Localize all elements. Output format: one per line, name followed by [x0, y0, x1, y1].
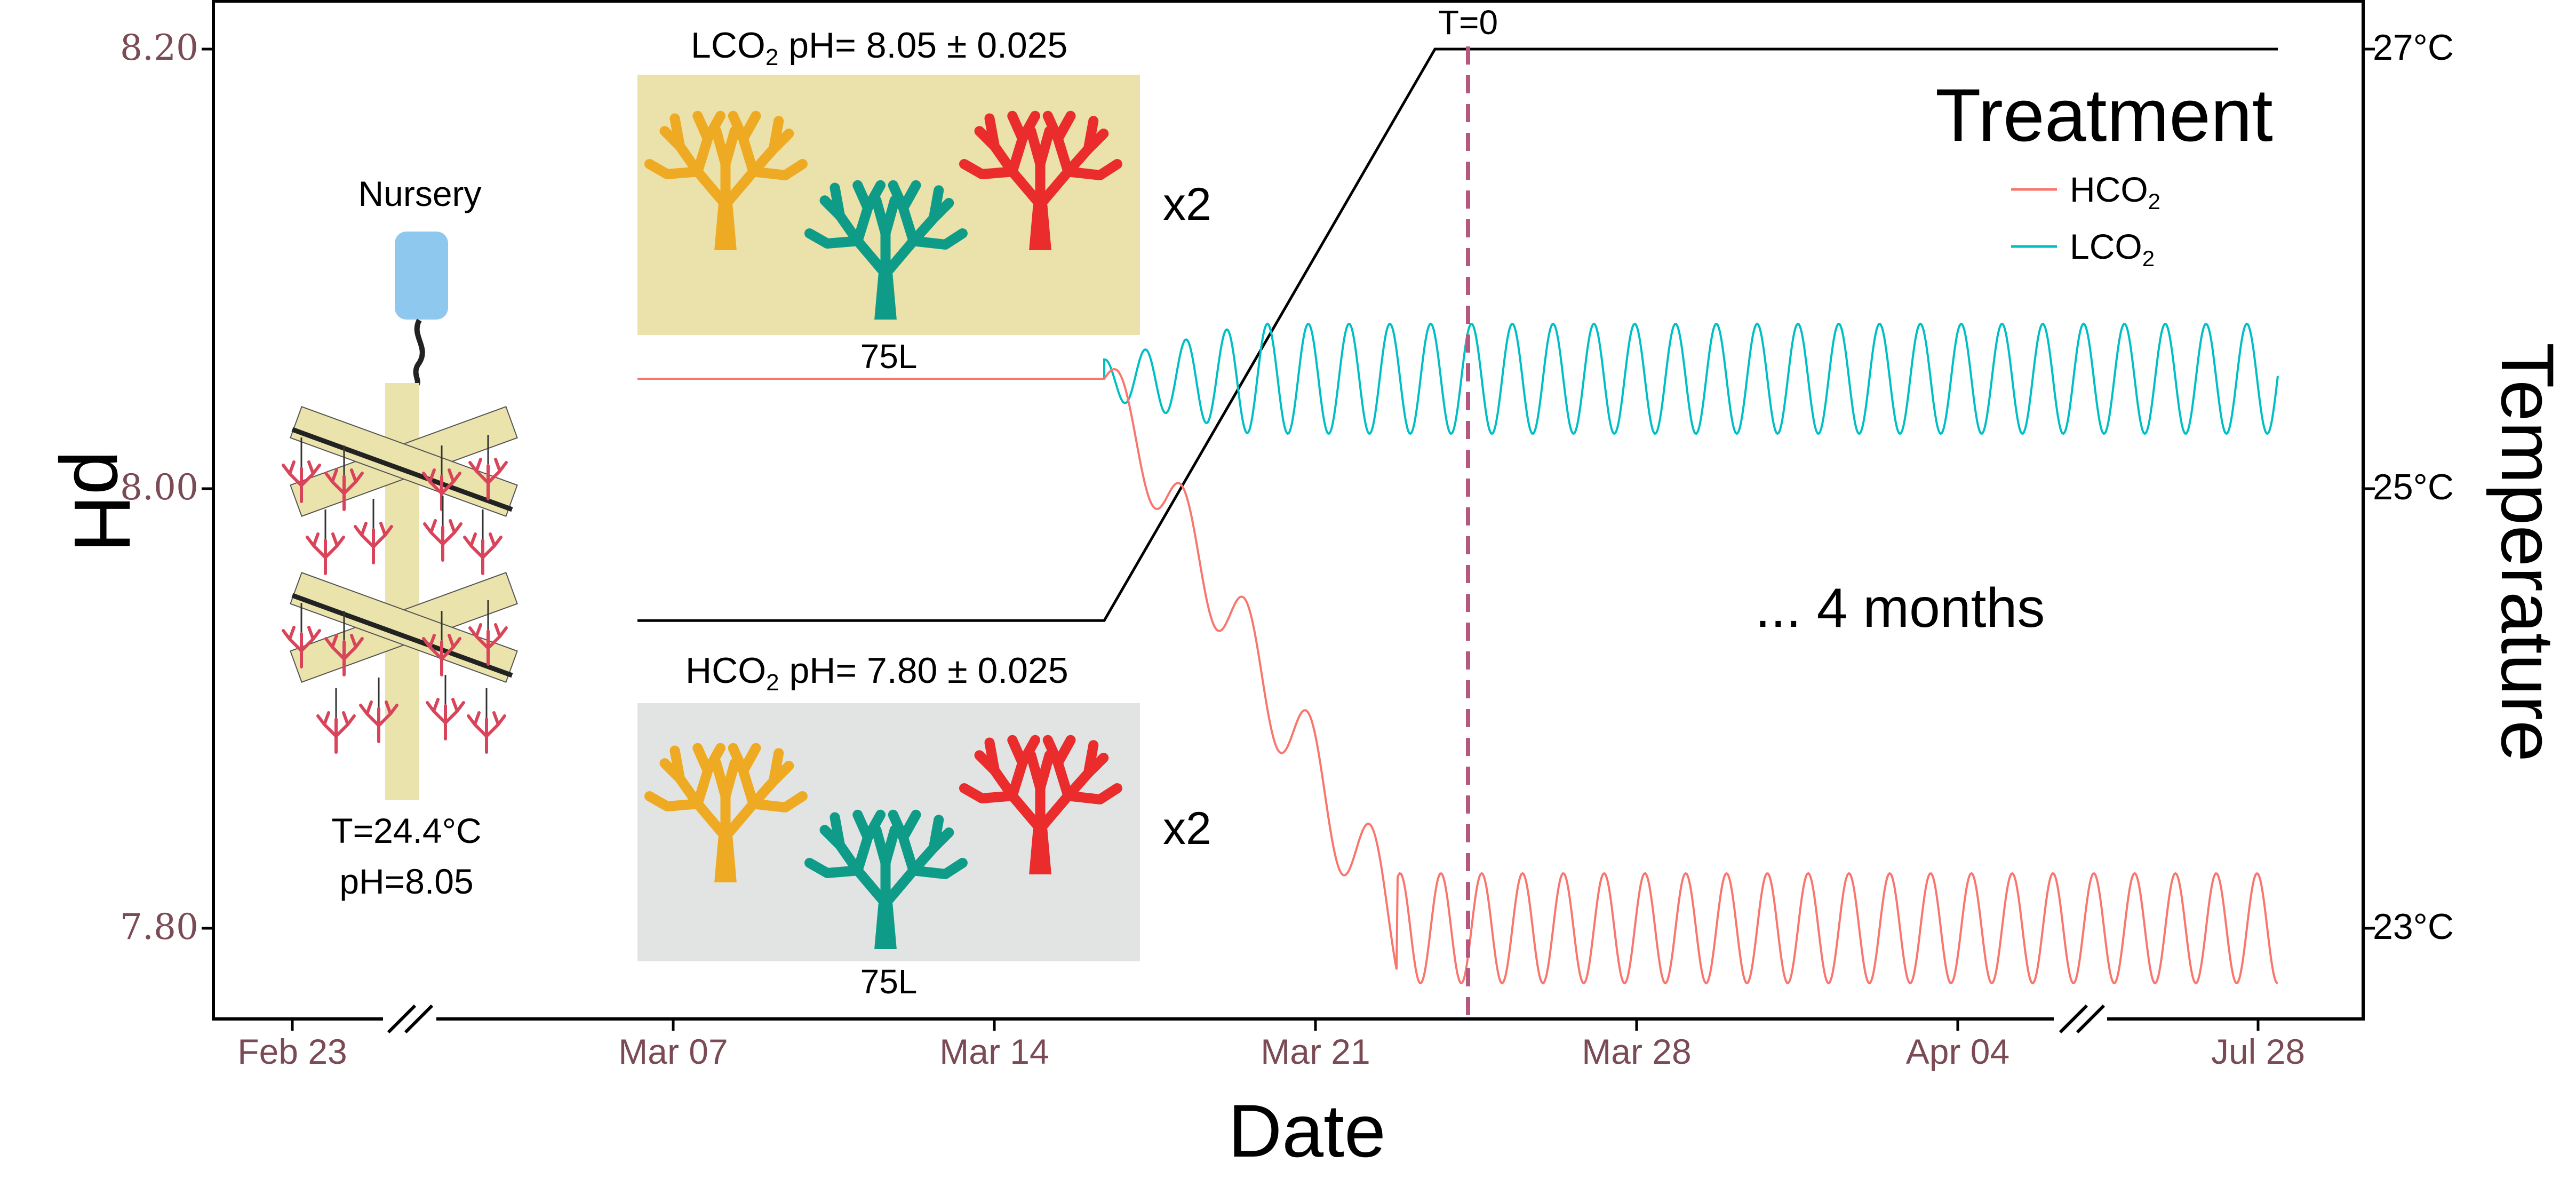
- nursery-rope: [413, 318, 425, 388]
- y-left-tick-labels: 8.20 8.00 7.80: [120, 27, 198, 947]
- axis-break-mask-right: [2054, 1013, 2107, 1025]
- series-line-lco2: [637, 322, 2279, 435]
- y-tick-780: 7.80: [120, 906, 198, 947]
- axis-break-right: [2059, 1004, 2106, 1034]
- lco2-box-title-label: LCO: [691, 25, 765, 66]
- y-right-tick-labels: 27°C 25°C 23°C: [2373, 27, 2454, 947]
- nursery-tree-icon: Nursery T=24.4°C pH=8.05: [283, 174, 518, 901]
- duration-label: ... 4 months: [1755, 577, 2045, 639]
- y-right-tick-25: 25°C: [2373, 467, 2454, 507]
- hco2-box-title: HCO2 pH= 7.80 ± 0.025: [685, 650, 1068, 696]
- x-axis-title: Date: [1228, 1089, 1386, 1173]
- legend: Treatment HCO2 LCO2: [1935, 73, 2273, 271]
- y-tick-820: 8.20: [120, 27, 198, 68]
- y-tick-marks: [202, 47, 2375, 930]
- hco2-replicates: x2: [1163, 803, 1211, 854]
- hco2-volume: 75L: [860, 962, 918, 1001]
- nursery-hanging-corals: [283, 435, 506, 752]
- y-right-tick-23: 23°C: [2373, 906, 2454, 947]
- x-tick-mar14: Mar 14: [939, 1032, 1049, 1071]
- hco2-box-title-label: HCO: [685, 650, 766, 691]
- lco2-volume: 75L: [860, 337, 918, 376]
- hco2-tank: HCO2 pH= 7.80 ± 0.025 x2 75L: [637, 650, 1211, 1001]
- lco2-tank: LCO2 pH= 8.05 ± 0.025 x2 75L: [637, 25, 1211, 376]
- nursery-label: Nursery: [358, 174, 481, 213]
- lco2-replicates: x2: [1163, 179, 1211, 230]
- legend-lco2-sub: 2: [2142, 246, 2155, 271]
- y-axis-right-title: Temperature: [2486, 342, 2570, 762]
- series-line-hco2: [637, 368, 2278, 985]
- x-tick-mar28: Mar 28: [1582, 1032, 1691, 1071]
- series-line-temperature: [637, 47, 2278, 622]
- x-tick-marks: [291, 1019, 2260, 1031]
- x-tick-labels: Feb 23 Mar 07 Mar 14 Mar 21 Mar 28 Apr 0…: [237, 1032, 2305, 1071]
- y-axis-left-title: pH: [58, 450, 147, 553]
- nursery-ph: pH=8.05: [339, 862, 473, 901]
- lco2-box-title-sub: 2: [765, 44, 778, 70]
- x-tick-mar21: Mar 21: [1261, 1032, 1370, 1071]
- x-tick-feb23: Feb 23: [237, 1032, 347, 1071]
- legend-label-lco2: LCO2: [2070, 227, 2155, 271]
- nursery-buoy-icon: [395, 232, 448, 320]
- hco2-box-title-sub: 2: [766, 670, 779, 696]
- legend-label-hco2: HCO2: [2070, 170, 2160, 214]
- x-tick-mar07: Mar 07: [618, 1032, 728, 1071]
- nursery-temperature: T=24.4°C: [331, 811, 481, 850]
- legend-title: Treatment: [1935, 73, 2273, 157]
- lco2-box-title-value: pH= 8.05 ± 0.025: [778, 25, 1067, 66]
- legend-hco2-sub: 2: [2148, 189, 2160, 214]
- axis-break-mask-left: [383, 1013, 436, 1025]
- hco2-box-title-value: pH= 7.80 ± 0.025: [779, 650, 1068, 691]
- axis-break-left: [387, 1004, 434, 1034]
- y-tick-800: 8.00: [120, 467, 198, 508]
- x-tick-jul28: Jul 28: [2211, 1032, 2305, 1071]
- y-right-tick-27: 27°C: [2373, 27, 2454, 68]
- plot-panel: [212, 0, 2365, 1021]
- t0-label: T=0: [1438, 3, 1498, 42]
- lco2-box-title: LCO2 pH= 8.05 ± 0.025: [691, 25, 1067, 70]
- legend-lco2-text: LCO: [2070, 227, 2142, 266]
- legend-hco2-text: HCO: [2070, 170, 2148, 209]
- x-tick-apr04: Apr 04: [1906, 1032, 2009, 1071]
